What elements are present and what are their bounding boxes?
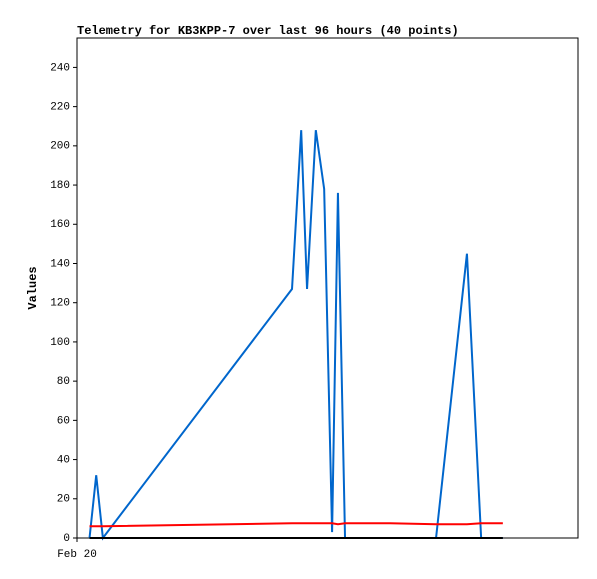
y-tick-label: 200 xyxy=(50,141,70,153)
y-tick-label: 0 xyxy=(63,533,70,545)
y-tick-label: 100 xyxy=(50,337,70,349)
y-tick-label: 120 xyxy=(50,298,70,310)
y-tick-label: 240 xyxy=(50,62,70,74)
series-line xyxy=(89,522,503,528)
y-tick-label: 40 xyxy=(57,454,70,466)
plot-frame xyxy=(76,37,579,539)
chart-title: Telemetry for KB3KPP-7 over last 96 hour… xyxy=(77,24,459,38)
y-tick-label: 220 xyxy=(50,102,70,114)
x-tick-label: Feb 20 xyxy=(57,549,97,561)
y-tick-label: 20 xyxy=(57,494,70,506)
y-tick-label: 140 xyxy=(50,258,70,270)
y-axis-label: Values xyxy=(26,266,40,309)
y-tick-label: 80 xyxy=(57,376,70,388)
series-line xyxy=(88,130,503,541)
y-tick-label: 160 xyxy=(50,219,70,231)
y-tick-label: 180 xyxy=(50,180,70,192)
y-tick-label: 60 xyxy=(57,415,70,427)
